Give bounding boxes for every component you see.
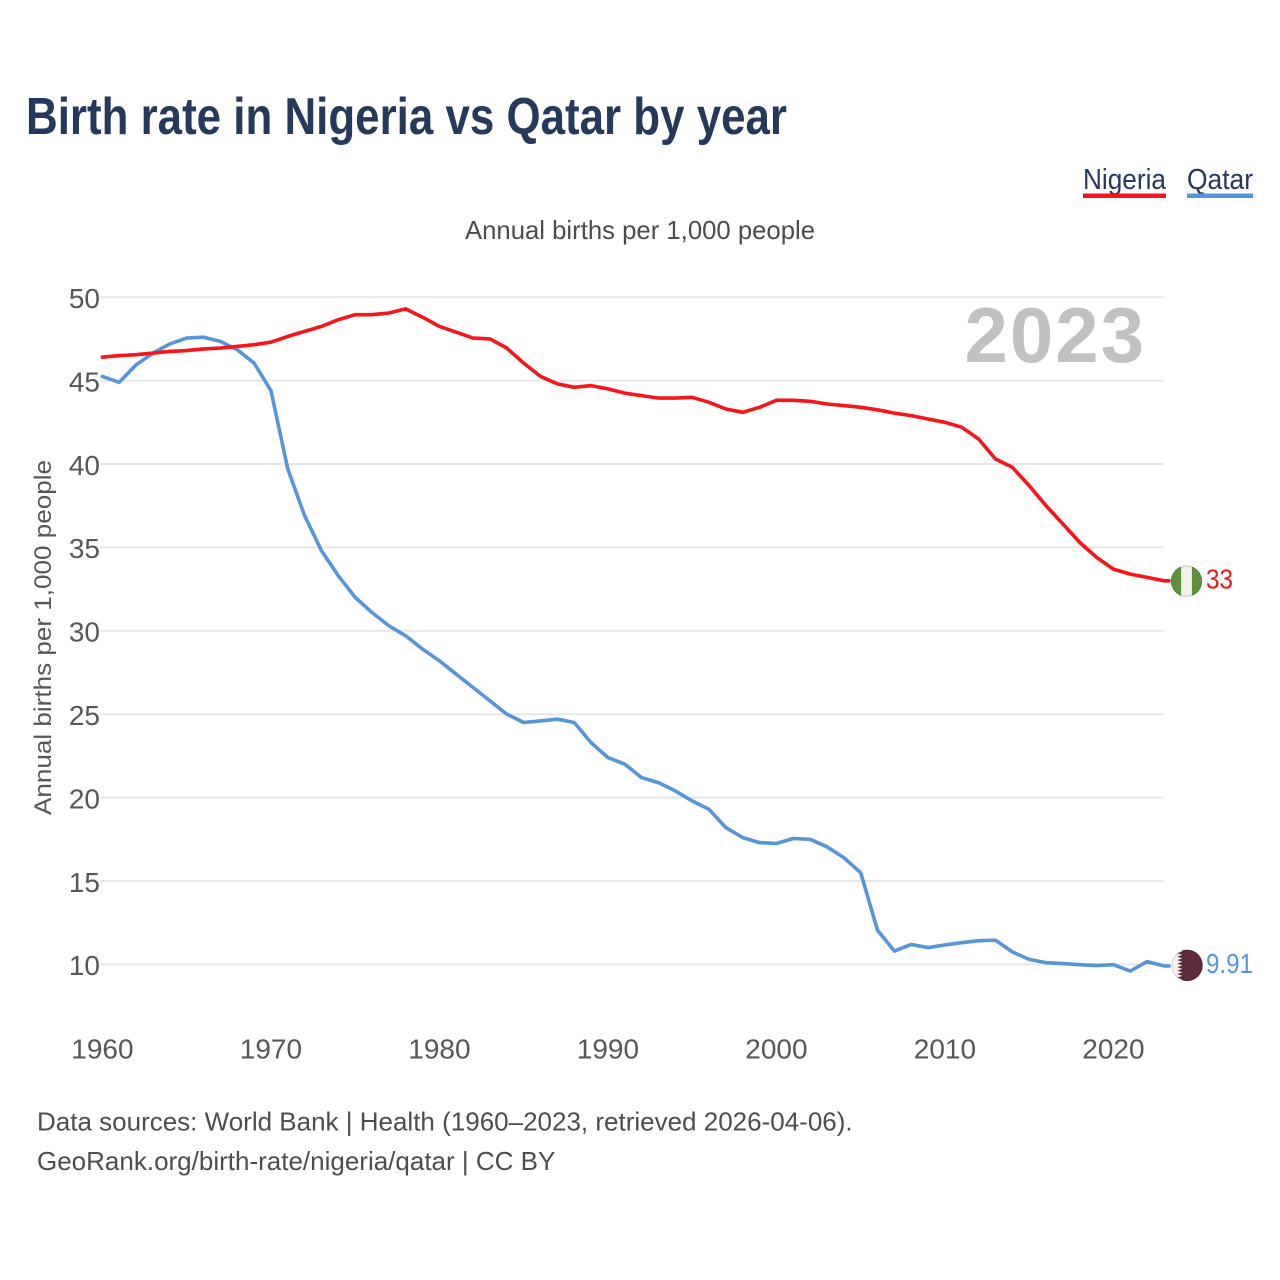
svg-text:Annual births per 1,000 people: Annual births per 1,000 people [30,460,57,815]
svg-text:2023: 2023 [964,291,1146,379]
svg-text:15: 15 [69,867,100,898]
svg-text:10: 10 [69,950,100,981]
svg-text:20: 20 [69,783,100,814]
svg-text:2020: 2020 [1082,1034,1144,1065]
svg-text:9.91: 9.91 [1206,948,1253,979]
svg-text:45: 45 [69,366,100,397]
svg-text:GeoRank.org/birth-rate/nigeria: GeoRank.org/birth-rate/nigeria/qatar | C… [37,1146,555,1176]
svg-text:Birth rate in Nigeria vs Qatar: Birth rate in Nigeria vs Qatar by year [26,88,787,146]
svg-text:40: 40 [69,450,100,481]
svg-text:50: 50 [69,283,100,314]
svg-text:Qatar: Qatar [1187,164,1253,196]
svg-text:2000: 2000 [745,1034,807,1065]
svg-text:1980: 1980 [408,1034,470,1065]
svg-text:Nigeria: Nigeria [1083,164,1167,196]
svg-text:35: 35 [69,533,100,564]
svg-text:30: 30 [69,617,100,648]
svg-text:Data sources: World Bank | Hea: Data sources: World Bank | Health (1960–… [37,1107,853,1137]
svg-text:1970: 1970 [240,1034,302,1065]
svg-text:1960: 1960 [71,1034,133,1065]
svg-text:2010: 2010 [914,1034,976,1065]
svg-text:25: 25 [69,700,100,731]
svg-text:Annual births per 1,000 people: Annual births per 1,000 people [465,215,815,245]
svg-text:33: 33 [1206,564,1233,595]
svg-text:1990: 1990 [577,1034,639,1065]
